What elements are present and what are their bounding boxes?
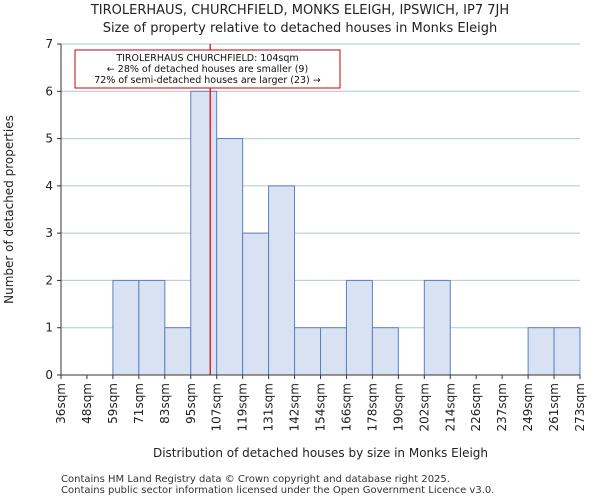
bar bbox=[423, 279, 451, 376]
bar bbox=[190, 90, 218, 376]
bar bbox=[553, 327, 581, 376]
x-tick-label: 154sqm bbox=[314, 383, 328, 431]
bar bbox=[268, 185, 296, 376]
y-tick-label: 1 bbox=[45, 321, 53, 335]
annotation-box bbox=[74, 49, 341, 89]
x-tick-label: 273sqm bbox=[573, 383, 587, 431]
y-axis-label: Number of detached properties bbox=[2, 115, 16, 304]
x-tick-label: 214sqm bbox=[443, 383, 457, 431]
x-tick-label: 36sqm bbox=[54, 383, 68, 424]
x-tick-label: 190sqm bbox=[391, 383, 405, 431]
annotation-line: TIROLERHAUS CHURCHFIELD: 104sqm bbox=[115, 53, 298, 64]
annotation-line: ← 28% of detached houses are smaller (9) bbox=[107, 64, 308, 75]
x-tick-label: 71sqm bbox=[132, 383, 146, 424]
x-tick-label: 59sqm bbox=[106, 383, 120, 424]
x-tick-label: 119sqm bbox=[236, 383, 250, 431]
footer-copyright: Contains HM Land Registry data © Crown c… bbox=[61, 474, 450, 485]
x-tick-label: 226sqm bbox=[469, 383, 483, 431]
x-axis-label: Distribution of detached houses by size … bbox=[153, 446, 488, 460]
x-tick-label: 261sqm bbox=[547, 383, 561, 431]
bar bbox=[320, 327, 347, 376]
x-tick-label: 107sqm bbox=[210, 383, 224, 431]
bar bbox=[138, 279, 166, 376]
y-tick-label: 2 bbox=[45, 273, 53, 287]
x-tick-label: 202sqm bbox=[417, 383, 431, 431]
annotation-line: 72% of semi-detached houses are larger (… bbox=[94, 75, 321, 86]
chart-title: TIROLERHAUS, CHURCHFIELD, MONKS ELEIGH, … bbox=[90, 3, 510, 18]
y-tick-label: 0 bbox=[45, 368, 53, 382]
bar bbox=[527, 327, 555, 376]
x-tick-label: 48sqm bbox=[80, 383, 94, 424]
bar bbox=[345, 279, 373, 376]
y-tick-label: 4 bbox=[45, 179, 53, 193]
bar bbox=[216, 138, 244, 376]
x-tick-label: 249sqm bbox=[521, 383, 535, 431]
x-tick-label: 131sqm bbox=[262, 383, 276, 431]
y-tick-label: 6 bbox=[45, 84, 53, 98]
y-tick-label: 5 bbox=[45, 132, 53, 146]
x-tick-label: 83sqm bbox=[158, 383, 172, 424]
x-tick-label: 166sqm bbox=[339, 383, 353, 431]
footer-licence: Contains public sector information licen… bbox=[61, 485, 495, 496]
bar bbox=[294, 327, 321, 376]
bar bbox=[164, 327, 192, 376]
x-tick-label: 95sqm bbox=[184, 383, 198, 424]
bar bbox=[371, 327, 399, 376]
bar bbox=[242, 232, 270, 376]
x-tick-label: 142sqm bbox=[288, 383, 302, 431]
y-tick-label: 3 bbox=[45, 226, 53, 240]
x-tick-label: 178sqm bbox=[365, 383, 379, 431]
bar bbox=[112, 279, 140, 376]
y-tick-label: 7 bbox=[45, 37, 53, 51]
chart-subtitle: Size of property relative to detached ho… bbox=[102, 21, 498, 36]
x-tick-label: 237sqm bbox=[495, 383, 509, 431]
